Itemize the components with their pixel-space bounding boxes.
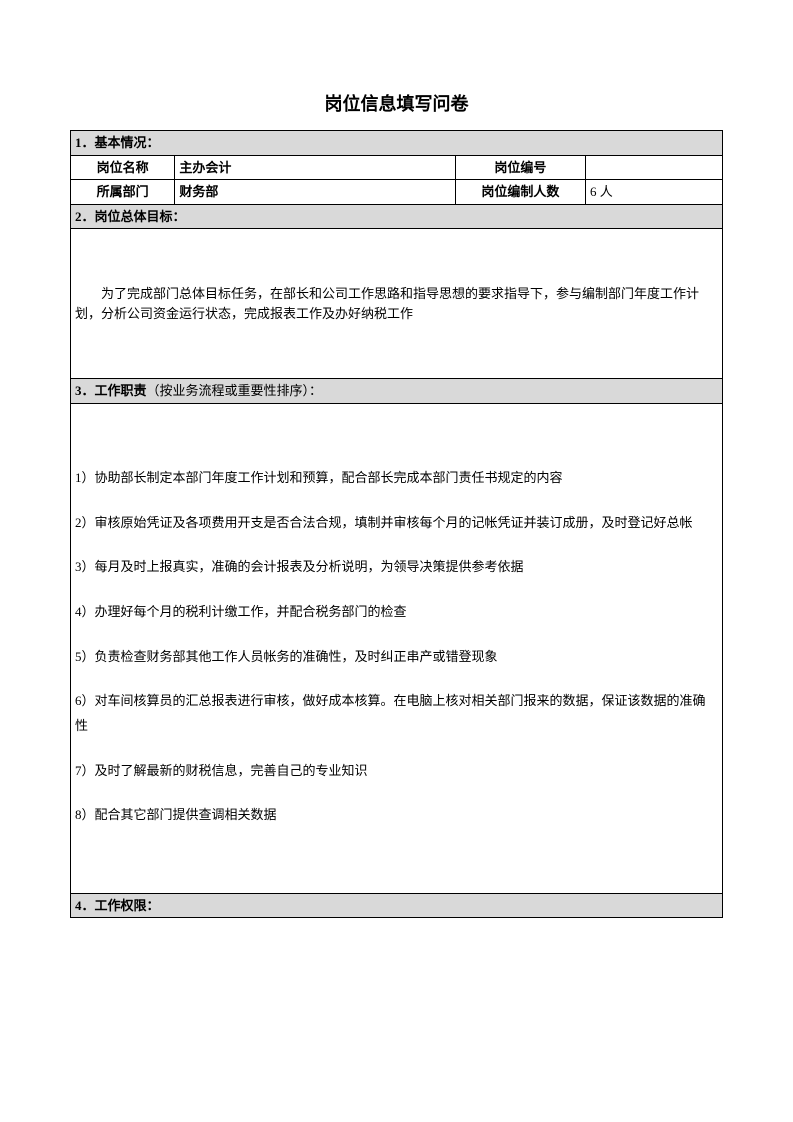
- section4-text: 工作权限：: [95, 898, 160, 913]
- section3-body: 1）协助部长制定本部门年度工作计划和预算，配合部长完成本部门责任书规定的内容 2）…: [71, 403, 723, 893]
- section4-header: 4．工作权限：: [71, 893, 723, 918]
- label-department: 所属部门: [71, 180, 175, 205]
- duty-item: 5）负责检查财务部其他工作人员帐务的准确性，及时纠正串产或错登现象: [75, 645, 718, 670]
- duty-item: 7）及时了解最新的财税信息，完善自己的专业知识: [75, 759, 718, 784]
- duty-item: 1）协助部长制定本部门年度工作计划和预算，配合部长完成本部门责任书规定的内容: [75, 466, 718, 491]
- section2-text: 岗位总体目标：: [95, 209, 186, 224]
- duty-item: 2）审核原始凭证及各项费用开支是否合法合规，填制并审核每个月的记帐凭证并装订成册…: [75, 511, 718, 536]
- section3-note: （按业务流程或重要性排序）：: [147, 383, 323, 398]
- value-position-code: [586, 155, 723, 180]
- section4-num: 4．: [75, 898, 95, 913]
- page-title: 岗位信息填写问卷: [70, 90, 723, 116]
- label-position-name: 岗位名称: [71, 155, 175, 180]
- section3-text: 工作职责: [95, 383, 147, 398]
- duty-item: 6）对车间核算员的汇总报表进行审核，做好成本核算。在电脑上核对相关部门报来的数据…: [75, 689, 718, 738]
- duty-item: 3）每月及时上报真实，准确的会计报表及分析说明，为领导决策提供参考依据: [75, 555, 718, 580]
- label-position-code: 岗位编号: [455, 155, 585, 180]
- section2-body: 为了完成部门总体目标任务，在部长和公司工作思路和指导思想的要求指导下，参与编制部…: [71, 229, 723, 379]
- section3-num: 3．: [75, 383, 95, 398]
- section2-header: 2．岗位总体目标：: [71, 204, 723, 229]
- label-headcount: 岗位编制人数: [455, 180, 585, 205]
- section1-text: 基本情况：: [95, 135, 160, 150]
- section1-num: 1．: [75, 135, 95, 150]
- value-department: 财务部: [175, 180, 455, 205]
- value-position-name: 主办会计: [175, 155, 455, 180]
- duties-list: 1）协助部长制定本部门年度工作计划和预算，配合部长完成本部门责任书规定的内容 2）…: [75, 466, 718, 828]
- document-page: 岗位信息填写问卷 1．基本情况： 岗位名称 主办会计 岗位编号 所属部门 财务部…: [0, 0, 793, 1122]
- duty-item: 8）配合其它部门提供查调相关数据: [75, 803, 718, 828]
- questionnaire-table: 1．基本情况： 岗位名称 主办会计 岗位编号 所属部门 财务部 岗位编制人数 6…: [70, 130, 723, 918]
- value-headcount: 6 人: [586, 180, 723, 205]
- section3-header: 3．工作职责（按业务流程或重要性排序）：: [71, 379, 723, 404]
- duty-item: 4）办理好每个月的税利计缴工作，并配合税务部门的检查: [75, 600, 718, 625]
- section2-num: 2．: [75, 209, 95, 224]
- section1-header: 1．基本情况：: [71, 131, 723, 156]
- section2-paragraph: 为了完成部门总体目标任务，在部长和公司工作思路和指导思想的要求指导下，参与编制部…: [75, 284, 718, 323]
